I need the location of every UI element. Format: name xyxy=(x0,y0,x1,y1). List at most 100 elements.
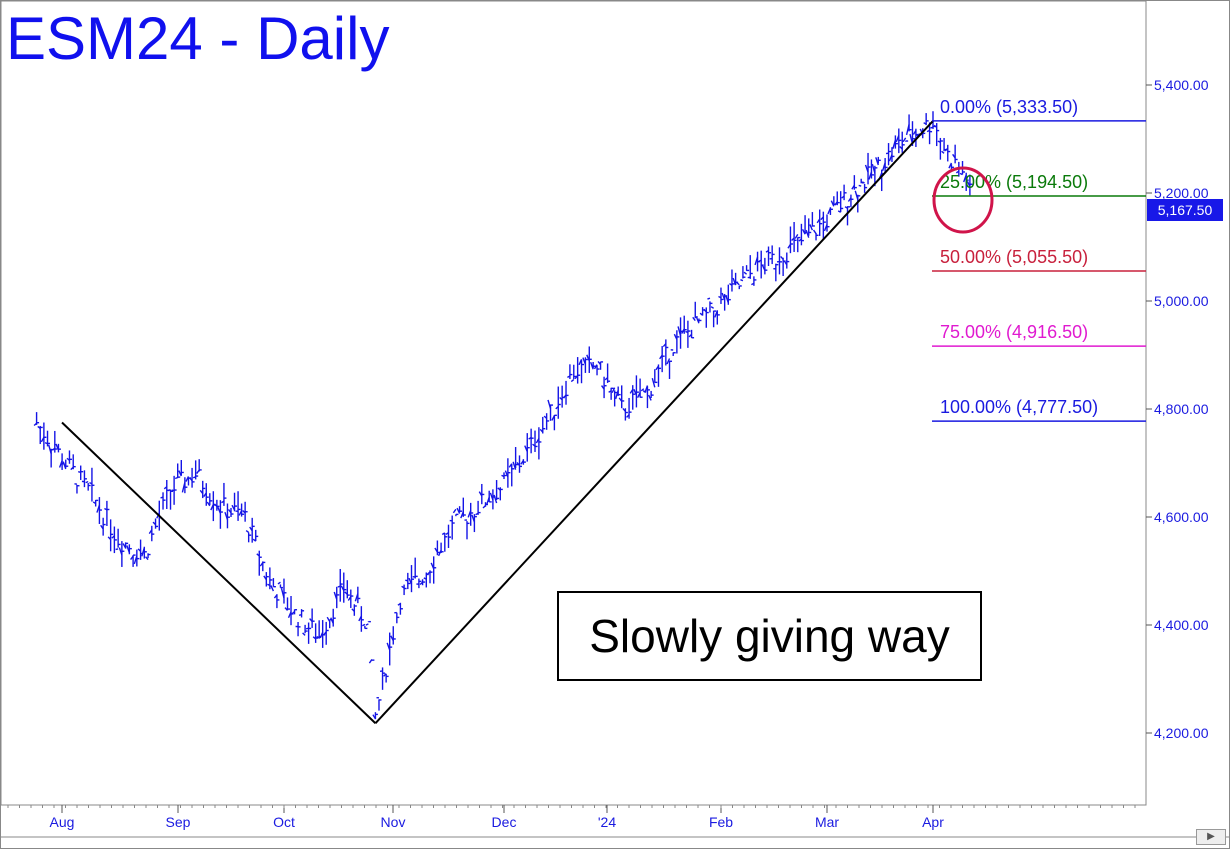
price-bar xyxy=(89,467,95,502)
bar-open xyxy=(181,482,186,493)
y-axis: 4,200.00 4,400.00 4,600.00 4,800.00 5,000.00… xyxy=(1146,77,1209,741)
bar-open xyxy=(309,618,313,623)
price-bar xyxy=(368,659,375,664)
bar-open xyxy=(864,164,869,173)
bar-open xyxy=(688,333,693,338)
bar-open xyxy=(651,378,656,388)
bar-open xyxy=(227,509,232,514)
bar-open xyxy=(333,591,338,600)
price-bar xyxy=(963,172,969,191)
trendlines xyxy=(61,120,934,725)
x-tick-label: Oct xyxy=(273,814,295,830)
bar-open xyxy=(933,124,938,128)
price-bar xyxy=(376,697,382,711)
bar-open xyxy=(89,481,93,485)
bar-open xyxy=(312,636,317,640)
price-bar xyxy=(864,152,871,185)
price-bar xyxy=(210,491,216,522)
price-bar xyxy=(104,500,110,526)
bar-open xyxy=(721,292,726,301)
price-bar xyxy=(309,608,315,628)
bar-open xyxy=(837,210,842,213)
price-bar xyxy=(520,459,526,465)
price-bar xyxy=(44,430,51,447)
price-bar xyxy=(608,387,614,400)
bar-open xyxy=(383,673,387,677)
trendline xyxy=(61,421,377,725)
price-bar xyxy=(543,413,550,430)
price-bar xyxy=(593,364,600,376)
price-bar xyxy=(100,517,106,536)
price-bars xyxy=(33,111,973,720)
bar-open xyxy=(337,585,341,588)
bar-open xyxy=(467,510,472,518)
price-bar xyxy=(747,255,753,279)
price-bar xyxy=(160,492,166,510)
annotation-text: Slowly giving way xyxy=(589,610,950,662)
bar-open xyxy=(358,615,362,622)
price-bar xyxy=(562,380,569,405)
price-bar xyxy=(841,184,847,201)
bar-open xyxy=(677,326,682,336)
bar-open xyxy=(812,229,817,235)
bar-open xyxy=(365,623,369,626)
bar-open xyxy=(626,414,630,418)
bar-open xyxy=(655,365,660,371)
price-bar xyxy=(905,114,912,136)
bar-open xyxy=(528,436,532,440)
price-bar xyxy=(681,315,687,334)
bar-open xyxy=(834,201,838,206)
price-bar xyxy=(629,385,636,410)
bar-open xyxy=(504,470,509,478)
price-bar xyxy=(203,483,209,506)
price-bar xyxy=(242,501,248,522)
bar-open xyxy=(107,536,112,540)
bar-open xyxy=(895,135,900,143)
bar-open xyxy=(841,195,845,199)
price-bar xyxy=(899,131,905,153)
bar-open xyxy=(586,354,590,362)
price-bar xyxy=(651,369,658,388)
bar-open xyxy=(798,238,802,242)
scroll-right-icon[interactable]: ▶ xyxy=(1196,829,1226,845)
bar-open xyxy=(133,555,138,565)
fib-level-label: 50.00% (5,055.50) xyxy=(940,247,1088,267)
bar-open xyxy=(33,422,38,427)
price-bar xyxy=(673,330,680,354)
price-bar xyxy=(881,158,888,173)
price-bar xyxy=(501,472,507,480)
bar-open xyxy=(703,308,707,313)
price-bar xyxy=(419,579,426,586)
price-bar xyxy=(662,339,669,366)
price-bar xyxy=(145,553,151,561)
price-bar xyxy=(430,556,437,584)
price-bar xyxy=(551,414,557,431)
price-bar xyxy=(92,499,99,507)
bar-open xyxy=(912,130,917,135)
bar-open xyxy=(493,494,498,504)
price-bar xyxy=(892,135,898,150)
bar-open xyxy=(751,282,755,286)
bar-open xyxy=(478,491,483,497)
bar-open xyxy=(126,545,131,553)
price-bar xyxy=(423,572,429,588)
price-bar xyxy=(878,169,885,192)
price-bar xyxy=(452,508,459,517)
price-bar xyxy=(81,470,87,488)
price-bar xyxy=(761,257,768,275)
bar-open xyxy=(858,184,862,187)
bar-open xyxy=(344,591,348,595)
price-bar xyxy=(347,589,354,608)
price-bar xyxy=(582,357,588,373)
price-bar xyxy=(107,519,114,552)
y-tick-label: 4,600.00 xyxy=(1154,509,1209,525)
price-bar xyxy=(692,301,698,322)
price-bar xyxy=(618,385,625,409)
bar-open xyxy=(944,147,949,152)
price-bar xyxy=(659,346,665,373)
bar-open xyxy=(725,295,729,304)
bar-open xyxy=(551,415,556,421)
bar-open xyxy=(401,585,405,589)
